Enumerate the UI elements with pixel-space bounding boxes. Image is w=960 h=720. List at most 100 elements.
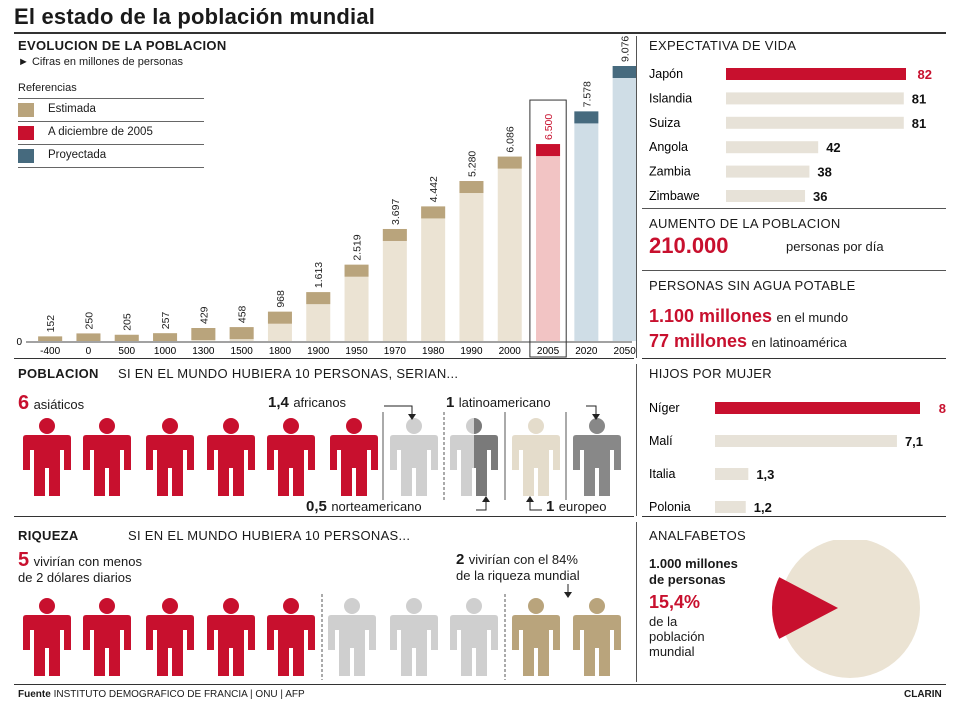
bar-cap [191, 328, 216, 341]
african-text: africanos [293, 395, 347, 410]
person-head [528, 418, 544, 434]
wealth-rich-text-2: de la riqueza mundial [456, 568, 580, 583]
hbar [726, 92, 904, 105]
arrow-rich-head [564, 592, 572, 598]
euro-label: 1 europeo [546, 498, 607, 516]
bar-cap [421, 206, 446, 219]
hbar-value: 1,3 [756, 467, 774, 482]
bar-cap [153, 333, 178, 341]
bar [612, 66, 636, 341]
legend-label: Proyectada [48, 149, 107, 161]
rule-right-3 [642, 358, 946, 359]
legend-swatch [18, 103, 34, 117]
title-rule [14, 32, 946, 34]
rule-right-2 [642, 270, 946, 271]
bar-value-label: 152 [45, 315, 57, 333]
hbar-value: 82 [918, 67, 932, 82]
arrow-northam-head [482, 496, 490, 502]
person-body [450, 615, 498, 676]
hbar [726, 68, 906, 80]
person-head [346, 418, 362, 434]
person-head [283, 598, 299, 614]
bar-cap [114, 334, 139, 341]
person-body [267, 615, 315, 676]
wealth-heading: RIQUEZA [18, 528, 79, 543]
hbar [715, 468, 749, 480]
person-figure [207, 598, 255, 676]
growth-heading: AUMENTO DE LA POBLACION [649, 216, 841, 231]
growth-text: personas por día [786, 239, 884, 254]
person-body [267, 435, 315, 496]
bar-cap [459, 181, 484, 194]
person-head [223, 598, 239, 614]
person-figure [146, 598, 194, 676]
y-zero-label: 0 [16, 337, 22, 348]
x-tick-label: 1980 [422, 346, 445, 357]
northam-number: 0,5 [306, 498, 327, 515]
person-body [146, 435, 194, 496]
person-figure [390, 418, 438, 496]
wealth-poor-label: 5 vivirían con menos de 2 dólares diario… [18, 549, 142, 586]
person-figure [267, 418, 315, 496]
arrow-latin-head [592, 414, 600, 420]
person-body [23, 615, 71, 676]
bar-value-label: 7.578 [581, 81, 593, 107]
bar-value-label: 5.280 [466, 151, 478, 177]
country-label: Italia [649, 467, 675, 481]
bar [421, 206, 446, 341]
legend-item: Estimada [18, 99, 204, 122]
bar-cap [229, 327, 254, 340]
person-head [223, 418, 239, 434]
illiteracy-text: de la población mundial [649, 614, 705, 659]
person-head [406, 598, 422, 614]
wealth-rich-text-1: vivirían con el 84% [468, 552, 578, 567]
wealth-poor-number: 5 [18, 549, 30, 571]
hbar-value: 81 [912, 91, 926, 106]
country-label: Japón [649, 67, 683, 81]
legend-swatch [18, 149, 34, 163]
bar-cap [267, 311, 292, 324]
person-body [573, 435, 621, 496]
bar [382, 228, 407, 341]
person-figure [573, 418, 621, 496]
x-tick-label: 1950 [345, 346, 368, 357]
x-tick-label: -400 [40, 346, 60, 357]
bar-cap [612, 66, 636, 78]
wealth-figures [23, 584, 621, 680]
bar-value-label: 3.697 [390, 199, 402, 225]
african-label: 1,4 africanos [268, 394, 346, 412]
person-figure [328, 598, 376, 676]
bar [536, 144, 561, 341]
asian-text: asiáticos [33, 397, 85, 412]
illiteracy-text-1: de la [649, 614, 678, 629]
arrow-african [384, 405, 413, 418]
bar-value-label: 6.500 [543, 114, 555, 140]
northam-label: 0,5 norteamericano [306, 498, 422, 516]
hbar-value: 36 [813, 189, 827, 204]
latin-number: 1 [446, 394, 455, 411]
hbar [726, 141, 819, 154]
x-tick-label: 1500 [231, 346, 254, 357]
person-figure [512, 418, 560, 496]
legend-item: Proyectada [18, 145, 204, 168]
person-head [39, 598, 55, 614]
water-line-2: 77 millones en latinoamérica [649, 331, 847, 352]
latin-text: latinoamericano [458, 395, 551, 410]
x-tick-label: 0 [86, 346, 92, 357]
bar-cap [306, 292, 331, 305]
bar [497, 156, 522, 341]
wealth-rich-label: 2 vivirían con el 84% de la riqueza mund… [456, 552, 580, 584]
hbar [715, 402, 920, 414]
bar-cap [38, 336, 63, 341]
bar-value-label: 429 [198, 306, 210, 324]
x-tick-label: 2050 [614, 346, 636, 357]
bar-value-label: 205 [122, 313, 134, 331]
person-body [512, 615, 560, 676]
water-latam-text: en latinoamérica [751, 335, 847, 350]
water-heading: PERSONAS SIN AGUA POTABLE [649, 278, 856, 293]
water-line-1: 1.100 millones en el mundo [649, 306, 848, 327]
bar-cap [574, 111, 599, 124]
rule-footer [14, 684, 946, 685]
population10-subheading: SI EN EL MUNDO HUBIERA 10 PERSONAS, SERI… [118, 366, 459, 381]
person-figure [83, 598, 131, 676]
